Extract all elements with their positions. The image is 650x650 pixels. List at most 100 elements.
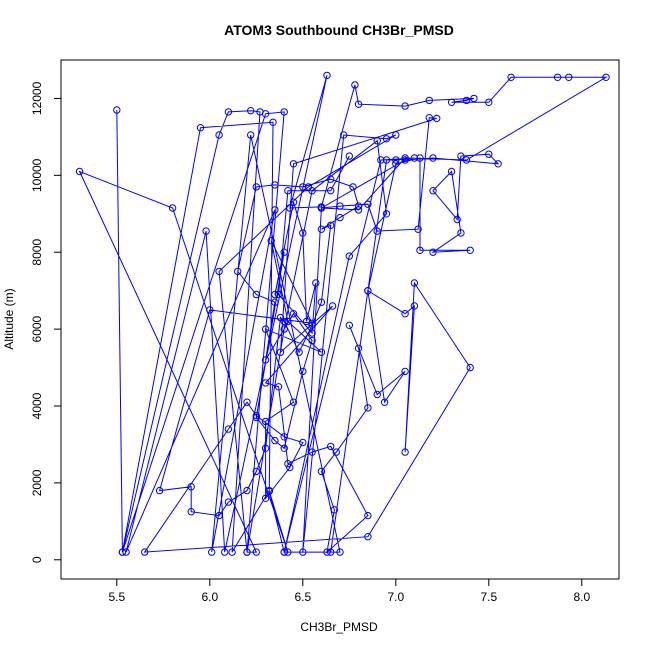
data-point xyxy=(280,325,288,333)
data-point xyxy=(401,448,409,456)
data-point xyxy=(284,548,292,556)
data-point xyxy=(429,248,437,256)
data-point xyxy=(380,398,389,406)
data-point xyxy=(327,221,335,230)
data-point xyxy=(328,302,337,310)
data-point xyxy=(308,321,316,329)
data-point xyxy=(429,154,437,162)
data-point xyxy=(457,229,465,237)
data-point xyxy=(299,229,307,237)
data-point xyxy=(269,118,277,127)
data-point xyxy=(280,444,288,452)
y-tick-label: 2000 xyxy=(30,469,44,496)
data-point xyxy=(247,107,255,115)
data-point xyxy=(382,135,391,143)
data-point xyxy=(155,486,164,495)
data-point xyxy=(453,215,461,224)
data-point xyxy=(224,108,233,116)
x-tick-label: 6.0 xyxy=(201,590,218,604)
data-point xyxy=(122,548,130,556)
data-point xyxy=(416,246,424,255)
data-point xyxy=(289,198,298,206)
y-tick-label: 0 xyxy=(30,556,44,563)
data-point xyxy=(308,448,316,456)
data-point xyxy=(392,131,400,139)
data-point xyxy=(252,467,260,476)
data-point xyxy=(265,487,273,495)
data-point xyxy=(304,183,313,191)
data-point xyxy=(345,152,353,160)
data-point xyxy=(354,206,363,214)
data-point xyxy=(215,131,223,139)
data-point xyxy=(323,548,331,556)
data-point xyxy=(327,548,335,556)
data-point xyxy=(252,183,260,191)
data-point xyxy=(382,156,391,164)
data-point xyxy=(243,548,251,556)
data-point xyxy=(354,100,363,108)
data-point xyxy=(392,156,400,164)
data-point xyxy=(299,183,307,191)
y-tick-label: 12000 xyxy=(30,81,44,115)
data-point xyxy=(354,344,363,352)
data-point xyxy=(332,448,340,456)
data-point xyxy=(401,367,409,376)
data-point xyxy=(351,81,359,89)
data-point xyxy=(373,390,381,399)
data-point xyxy=(349,183,357,191)
data-point xyxy=(401,154,409,162)
data-point xyxy=(206,306,214,314)
data-point xyxy=(485,98,493,107)
data-point xyxy=(317,467,326,476)
data-point xyxy=(401,156,409,164)
x-axis: 5.5 6.0 6.5 7.0 7.5 8.0 xyxy=(108,579,590,604)
data-point xyxy=(168,204,177,212)
x-tick-label: 7.0 xyxy=(387,590,404,604)
data-point xyxy=(299,367,307,376)
data-point xyxy=(401,310,409,318)
data-point xyxy=(373,227,381,235)
data-point xyxy=(221,548,229,556)
data-point xyxy=(364,287,372,295)
data-point xyxy=(377,156,385,164)
data-point xyxy=(462,156,471,164)
data-point xyxy=(345,321,353,329)
data-point xyxy=(340,131,348,139)
data-point xyxy=(302,317,311,326)
x-tick-label: 5.5 xyxy=(108,590,125,604)
data-point xyxy=(276,348,285,356)
data-point xyxy=(336,548,344,556)
y-tick-label: 6000 xyxy=(30,315,44,342)
data-point xyxy=(202,227,210,235)
data-point xyxy=(382,210,391,218)
data-point xyxy=(224,425,233,433)
data-point xyxy=(271,206,279,214)
data-point xyxy=(274,290,283,299)
data-point xyxy=(410,302,419,310)
data-point xyxy=(280,548,288,556)
data-point xyxy=(457,152,465,160)
data-point xyxy=(243,486,251,495)
data-point xyxy=(364,404,372,412)
y-tick-label: 8000 xyxy=(30,239,44,266)
series-points xyxy=(75,71,610,556)
data-point xyxy=(215,511,223,520)
data-point xyxy=(364,200,372,208)
data-point xyxy=(317,204,326,212)
data-point xyxy=(447,167,456,176)
data-point xyxy=(75,167,84,176)
data-point xyxy=(280,317,288,326)
data-point xyxy=(317,348,326,356)
data-point xyxy=(308,329,316,337)
data-point xyxy=(261,325,270,333)
data-point xyxy=(507,73,515,82)
data-point xyxy=(327,187,335,195)
y-axis: 0 2000 4000 6000 8000 10000 12000 xyxy=(30,81,61,563)
data-point xyxy=(208,548,216,556)
y-tick-label: 10000 xyxy=(30,158,44,192)
data-point xyxy=(565,73,573,82)
data-point xyxy=(243,398,251,406)
data-point xyxy=(286,204,294,212)
data-point xyxy=(485,150,493,158)
data-point xyxy=(327,175,335,183)
